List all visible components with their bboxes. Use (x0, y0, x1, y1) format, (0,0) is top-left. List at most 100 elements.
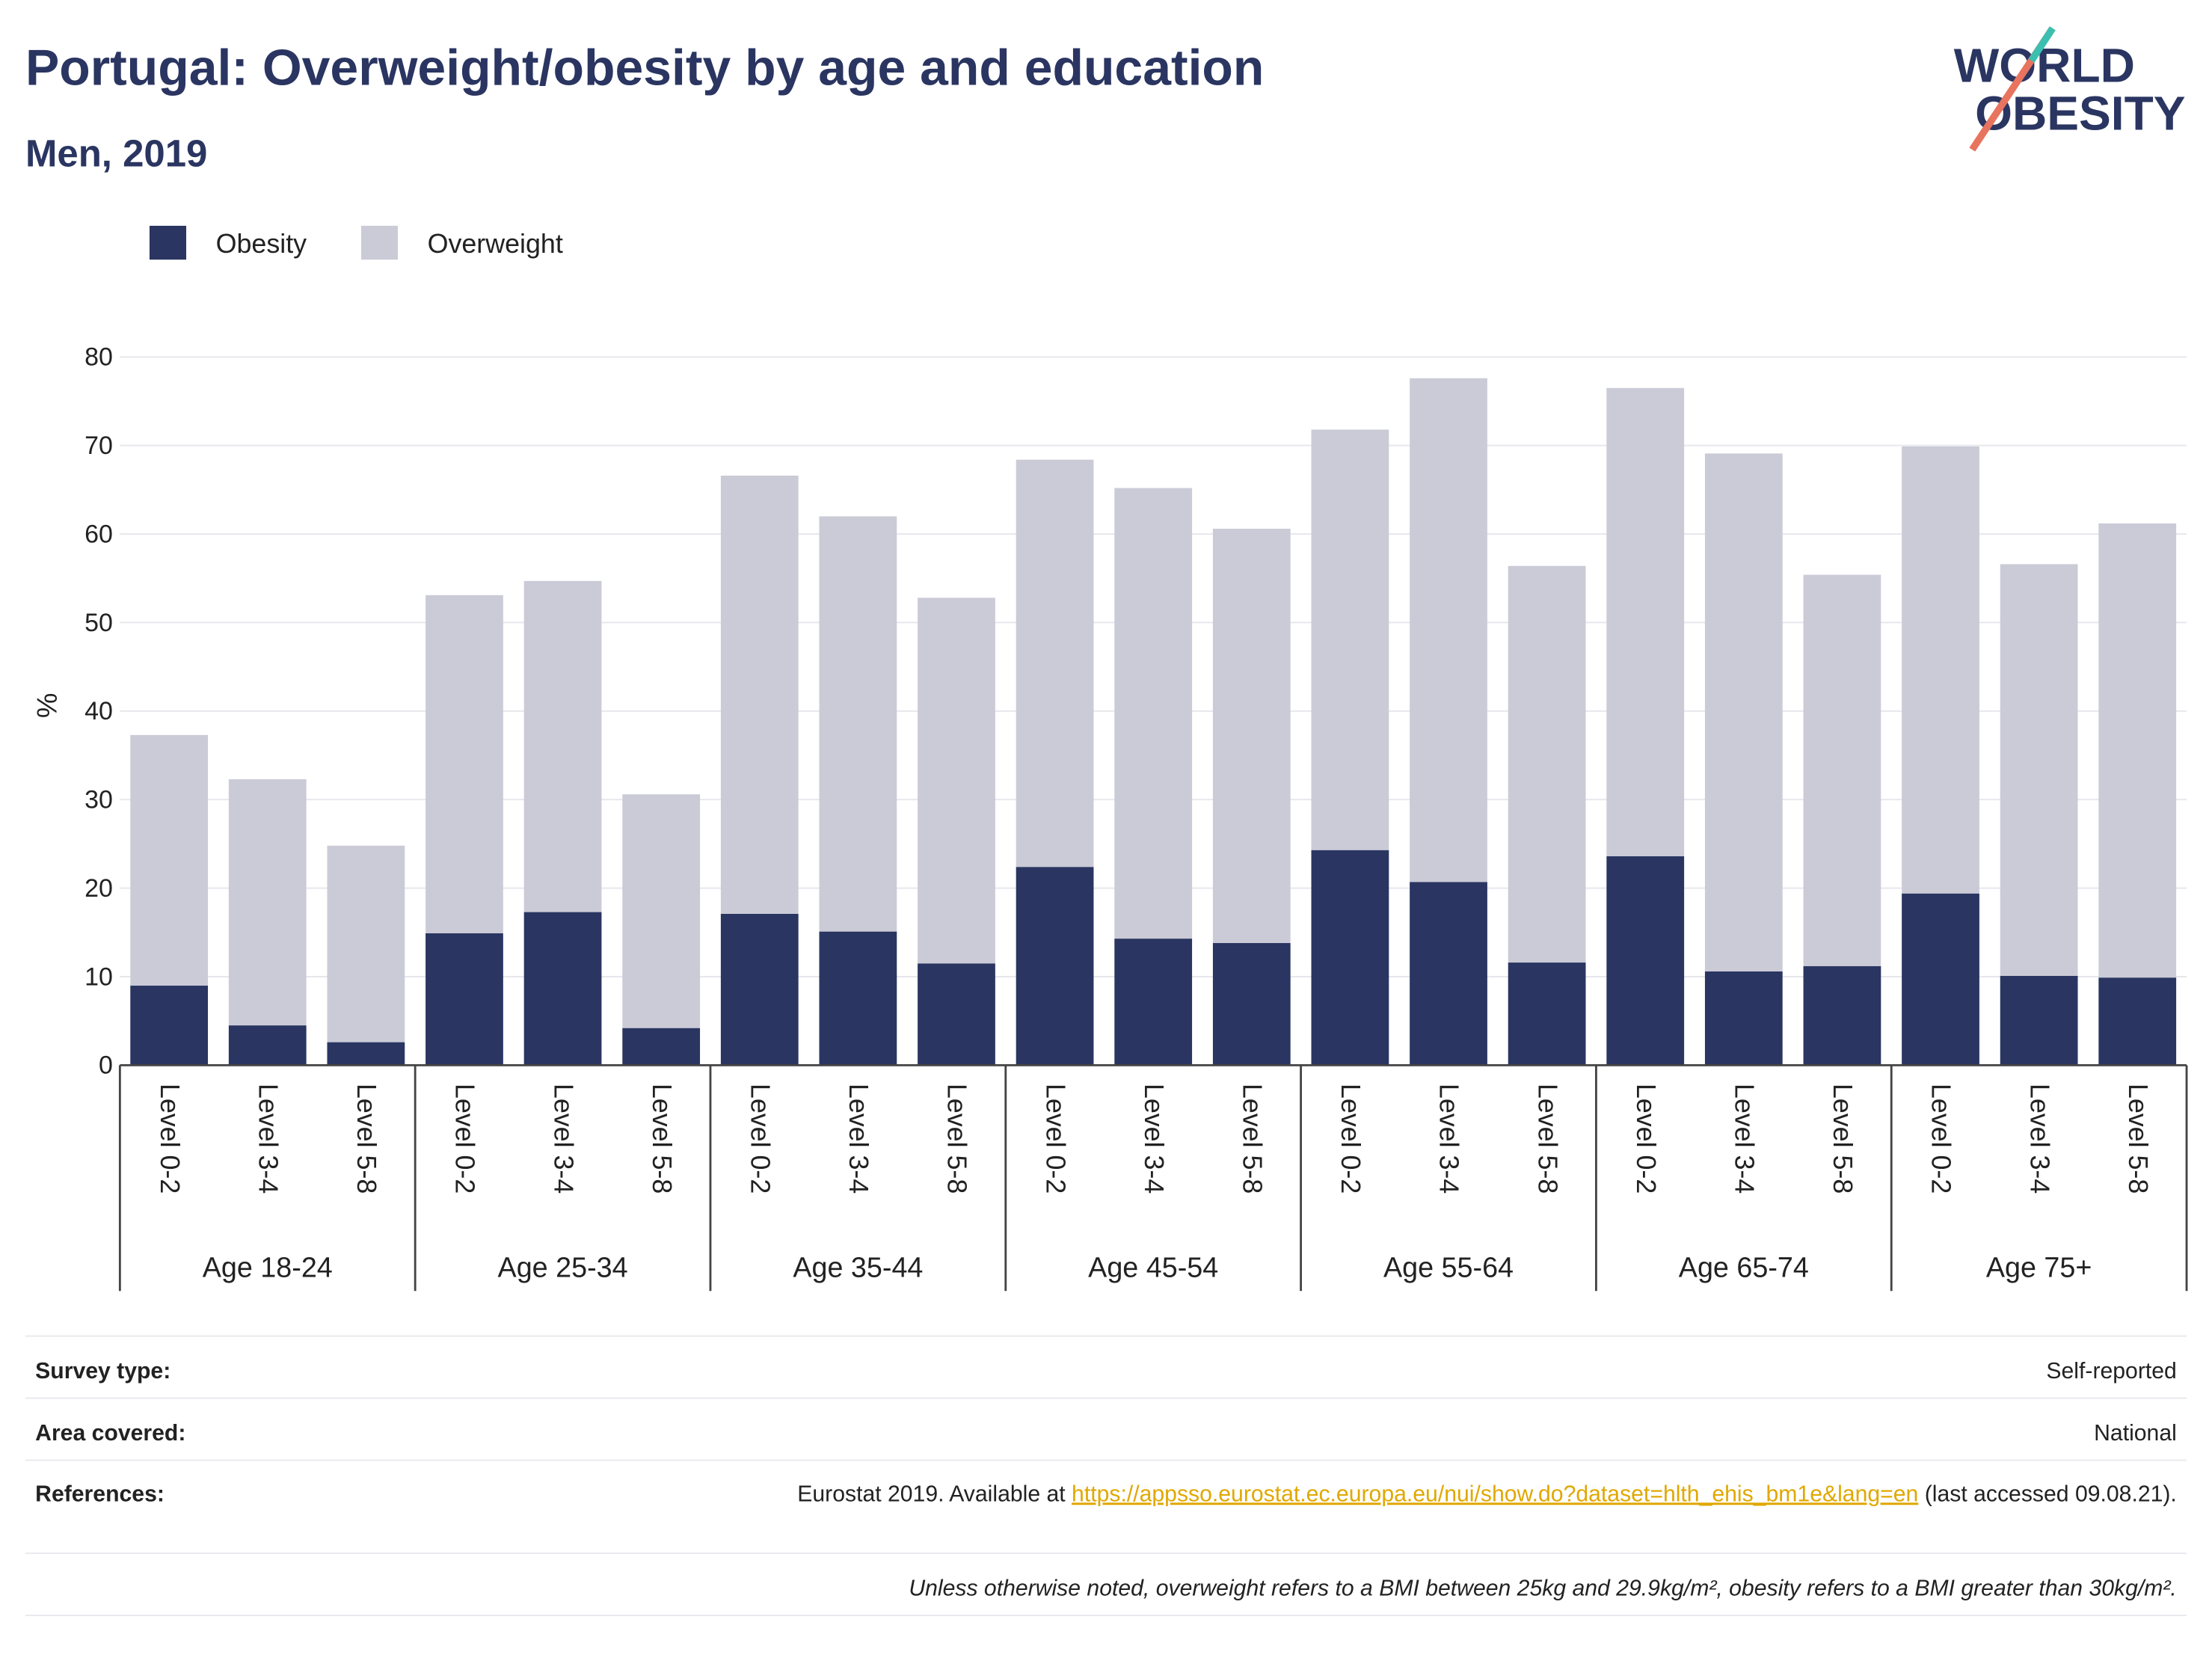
bar-segment (622, 1028, 701, 1066)
x-tick-label: Level 5-8 (1532, 1084, 1562, 1194)
x-tick-label: Level 3-4 (1434, 1084, 1464, 1194)
legend-swatch (149, 225, 187, 260)
bar-segment (1606, 856, 1685, 1066)
bar-segment (523, 580, 602, 912)
x-tick-label: Level 0-2 (1926, 1084, 1956, 1194)
x-tick-label: Level 5-8 (1828, 1084, 1858, 1194)
bar-segment (918, 963, 995, 1066)
bar-segment (1114, 939, 1193, 1066)
bar-segment (2098, 523, 2177, 978)
bar-segment (1803, 574, 1881, 966)
bar-segment (228, 1025, 307, 1066)
ref-text: Eurostat 2019. Available at (797, 1481, 1072, 1506)
footer-value: Eurostat 2019. Available at https://apps… (797, 1481, 2177, 1506)
footer-value: Self-reported (2046, 1359, 2176, 1384)
bar-segment (1606, 387, 1685, 857)
group-label: Age 25-34 (498, 1251, 628, 1283)
footer-value: National (2094, 1421, 2177, 1446)
legend-swatch (360, 225, 398, 260)
x-tick-label: Level 3-4 (1730, 1084, 1760, 1194)
y-tick-label: 10 (85, 962, 113, 991)
group-label: Age 65-74 (1679, 1251, 1809, 1283)
bar-segment (327, 845, 405, 1043)
bar-segment (1016, 459, 1094, 868)
chart-subtitle: Men, 2019 (25, 132, 207, 175)
bar-segment (1508, 565, 1586, 963)
x-tick-label: Level 5-8 (351, 1084, 381, 1194)
x-tick-label: Level 0-2 (1336, 1084, 1365, 1194)
bar-segment (1704, 971, 1783, 1066)
bar-segment (1410, 378, 1487, 882)
x-tick-label: Level 0-2 (155, 1084, 185, 1194)
bar-segment (327, 1042, 405, 1066)
bar-segment (425, 933, 503, 1066)
bar-segment (1508, 962, 1586, 1066)
bar-segment (130, 734, 209, 986)
x-tick-label: Level 3-4 (548, 1084, 578, 1194)
logo-slash (2028, 26, 2056, 63)
bar-segment (1212, 529, 1291, 944)
bar-segment (228, 779, 307, 1026)
y-tick-label: 20 (85, 874, 113, 903)
footer-label: Survey type: (35, 1359, 170, 1384)
bar-segment (1114, 488, 1193, 939)
y-tick-label: 30 (85, 786, 113, 814)
x-tick-label: Level 3-4 (253, 1084, 283, 1194)
bar-segment (523, 912, 602, 1066)
x-tick-label: Level 0-2 (1631, 1084, 1661, 1194)
bar-segment (1311, 429, 1389, 850)
x-tick-label: Level 0-2 (450, 1084, 480, 1194)
y-tick-label: 60 (85, 520, 113, 548)
bar-segment (819, 516, 897, 932)
bar-segment (1410, 882, 1487, 1066)
x-tick-label: Level 5-8 (2123, 1084, 2153, 1194)
x-tick-label: Level 3-4 (2024, 1084, 2054, 1194)
bar-segment (425, 595, 503, 933)
logo-text: WORLD (1954, 38, 2135, 92)
chart-title: Portugal: Overweight/obesity by age and … (25, 40, 1264, 96)
ref-link[interactable]: https://appsso.eurostat.ec.europa.eu/nui… (1072, 1481, 1918, 1506)
ref-text: (last accessed 09.08.21). (1918, 1481, 2177, 1506)
y-axis-label: % (31, 693, 62, 719)
footer: Survey type: Self-reported Area covered:… (25, 1335, 2187, 1617)
y-tick-label: 50 (85, 609, 113, 637)
x-tick-label: Level 0-2 (745, 1084, 775, 1194)
bar-segment (1704, 453, 1783, 971)
legend-label: Overweight (428, 229, 563, 259)
bar-segment (1311, 850, 1389, 1066)
x-tick-label: Level 5-8 (1237, 1084, 1267, 1194)
footer-label: Area covered: (35, 1421, 185, 1446)
bar-segment (1212, 943, 1291, 1066)
bar-segment (720, 913, 799, 1066)
bar-segment (2098, 977, 2177, 1066)
y-tick-label: 40 (85, 697, 113, 725)
group-label: Age 18-24 (203, 1251, 333, 1283)
x-tick-label: Level 5-8 (647, 1084, 677, 1194)
group-label: Age 35-44 (793, 1251, 923, 1283)
bar-segment (819, 931, 897, 1066)
bar-segment (1902, 893, 1979, 1066)
bar-segment (622, 794, 701, 1028)
group-label: Age 55-64 (1383, 1251, 1514, 1283)
bar-segment (2000, 564, 2078, 976)
legend-label: Obesity (216, 229, 307, 259)
x-tick-label: Level 5-8 (942, 1084, 972, 1194)
y-tick-label: 70 (85, 432, 113, 460)
group-label: Age 45-54 (1088, 1251, 1218, 1283)
bar-segment (2000, 975, 2078, 1066)
footer-label: References: (35, 1481, 165, 1506)
y-tick-label: 80 (85, 343, 113, 372)
x-tick-label: Level 3-4 (1139, 1084, 1169, 1194)
group-label: Age 75+ (1986, 1251, 2092, 1283)
bar-segment (1902, 446, 1979, 894)
bar-segment (1016, 867, 1094, 1066)
bar-segment (130, 985, 209, 1066)
y-tick-label: 0 (99, 1051, 113, 1080)
bar-segment (918, 598, 995, 964)
bar-segment (720, 475, 799, 914)
x-tick-label: Level 0-2 (1040, 1084, 1070, 1194)
x-tick-label: Level 3-4 (844, 1084, 873, 1194)
bar-segment (1803, 965, 1881, 1066)
footer-note: Unless otherwise noted, overweight refer… (909, 1576, 2177, 1601)
